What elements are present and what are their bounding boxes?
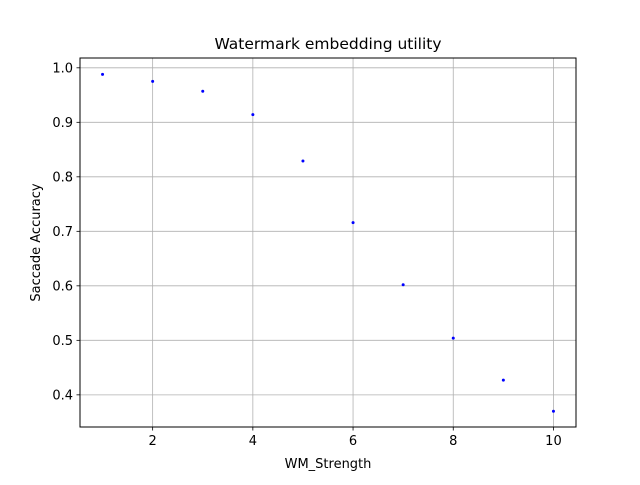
y-tick-label: 0.7 (52, 225, 73, 240)
y-tick-label: 1.0 (52, 61, 73, 76)
x-tick-label: 10 (545, 434, 562, 449)
data-point (151, 79, 155, 83)
x-tick-label: 4 (249, 434, 257, 449)
x-axis-label: WM_Strength (285, 457, 372, 472)
y-tick-label: 0.9 (52, 116, 73, 131)
chart-title: Watermark embedding utility (214, 35, 441, 53)
y-tick-label: 0.8 (52, 170, 73, 185)
data-point (251, 113, 255, 117)
y-tick-label: 0.5 (52, 334, 73, 349)
axis-ticks: 2 4 6 8 10 0.4 0.5 0.6 0.7 0.8 0.9 1.0 (52, 61, 561, 449)
data-point (401, 283, 405, 287)
plot-frame (79, 57, 577, 428)
data-point (201, 89, 205, 93)
data-point (351, 221, 355, 225)
x-tick-label: 8 (449, 434, 457, 449)
x-tick-label: 2 (149, 434, 157, 449)
data-point (101, 72, 105, 76)
data-point (551, 409, 555, 413)
y-tick-label: 0.6 (52, 279, 73, 294)
x-tick-label: 6 (349, 434, 357, 449)
y-tick-label: 0.4 (52, 388, 73, 403)
data-point (501, 378, 505, 382)
y-axis-label: Saccade Accuracy (29, 183, 44, 302)
data-point (301, 159, 305, 163)
data-point (451, 336, 455, 340)
data-points (101, 72, 555, 413)
grid-lines (80, 58, 576, 427)
